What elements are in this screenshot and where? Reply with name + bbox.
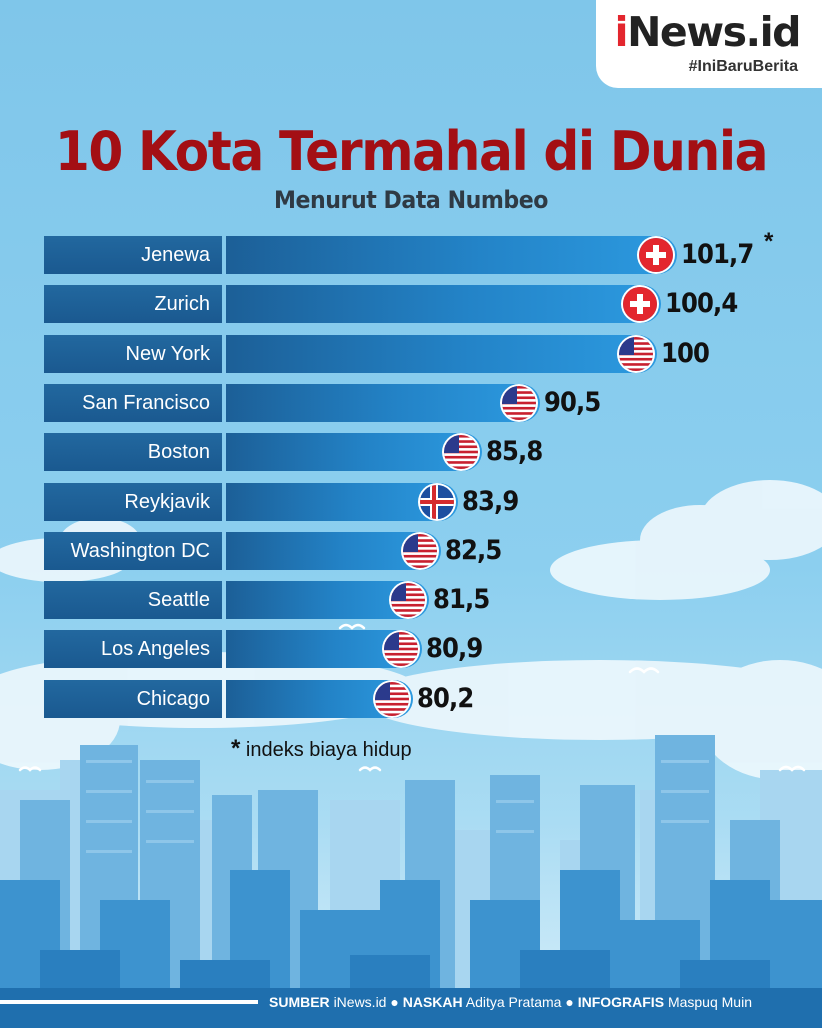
bar-row: New York 100	[44, 334, 804, 373]
footnote-text: indeks biaya hidup	[245, 739, 412, 761]
value-label: 100	[660, 337, 710, 369]
brand-tagline: #IniBaruBerita	[688, 58, 798, 75]
city-label: Boston	[44, 433, 222, 472]
bar-row: Seattle 81,5	[44, 581, 804, 620]
value-label: 100,4	[665, 288, 738, 320]
bar-row: Jenewa 101,7	[44, 236, 804, 274]
us-flag-icon	[501, 385, 536, 420]
footnote-marker: *	[231, 735, 241, 762]
us-flag-icon	[374, 681, 409, 716]
bar	[226, 482, 459, 521]
index-asterisk: *	[764, 228, 774, 255]
value-label: 82,5	[445, 534, 502, 566]
us-flag-icon	[618, 336, 653, 371]
value-label: 90,5	[543, 386, 601, 418]
bar-row: Zurich 100,4	[44, 285, 804, 324]
city-label: New York	[44, 334, 222, 373]
brand-logo-prefix: i	[614, 8, 629, 56]
city-label: San Francisco	[44, 383, 222, 422]
footer-divider	[0, 1000, 258, 1004]
value-label: 85,8	[485, 436, 543, 468]
city-label: Washington DC	[44, 531, 222, 570]
city-label: Reykjavik	[44, 482, 222, 521]
value-label: 80,9	[425, 633, 483, 665]
us-flag-icon	[383, 632, 418, 667]
value-label: 81,5	[432, 584, 490, 616]
value-label: 80,2	[416, 682, 474, 714]
bar-row: Los Angeles 80,9	[44, 630, 804, 669]
writer-value: Aditya Pratama	[465, 994, 562, 1010]
bar	[226, 236, 678, 274]
city-label: Seattle	[44, 581, 222, 620]
separator-1: ●	[390, 994, 399, 1010]
bar	[226, 433, 482, 472]
logo-panel: iNews.id #IniBaruBerita	[596, 0, 822, 88]
bar-row: Reykjavik 83,9	[44, 482, 804, 521]
graphic-label: INFOGRAFIS	[577, 994, 665, 1010]
writer-label: NASKAH	[402, 994, 463, 1010]
bar-row: San Francisco 90,5	[44, 383, 804, 422]
city-label: Zurich	[44, 285, 222, 324]
value-label: 101,7	[681, 239, 754, 270]
bar	[226, 285, 662, 324]
bar-row: Washington DC 82,5	[44, 531, 804, 570]
iceland-flag-icon	[420, 484, 455, 519]
source-value: iNews.id	[333, 994, 387, 1010]
value-label: 83,9	[462, 485, 519, 517]
chart-subtitle: Menurut Data Numbeo	[273, 186, 549, 214]
us-flag-icon	[403, 533, 438, 568]
brand-logo-rest: News.id	[627, 8, 801, 56]
separator-2: ●	[565, 994, 574, 1010]
bar	[226, 383, 540, 422]
city-label: Chicago	[44, 679, 222, 718]
brand-logo: iNews.id	[614, 8, 802, 56]
graphic-value: Maspuq Muin	[667, 994, 752, 1010]
chart-title: 10 Kota Termahal di Dunia	[54, 120, 769, 183]
bar-row: Boston 85,8	[44, 433, 804, 472]
swiss-flag-icon	[623, 287, 658, 322]
us-flag-icon	[390, 583, 425, 618]
city-label: Los Angeles	[44, 630, 222, 669]
swiss-flag-icon	[639, 238, 674, 272]
us-flag-icon	[443, 435, 478, 470]
city-label: Jenewa	[44, 236, 222, 274]
footnote: * indeks biaya hidup	[231, 735, 412, 763]
source-label: SUMBER	[269, 994, 330, 1010]
bar-row: Chicago 80,2	[44, 679, 804, 718]
credits-line: SUMBER iNews.id ● NASKAH Aditya Pratama …	[269, 994, 752, 1010]
bar	[226, 334, 657, 373]
